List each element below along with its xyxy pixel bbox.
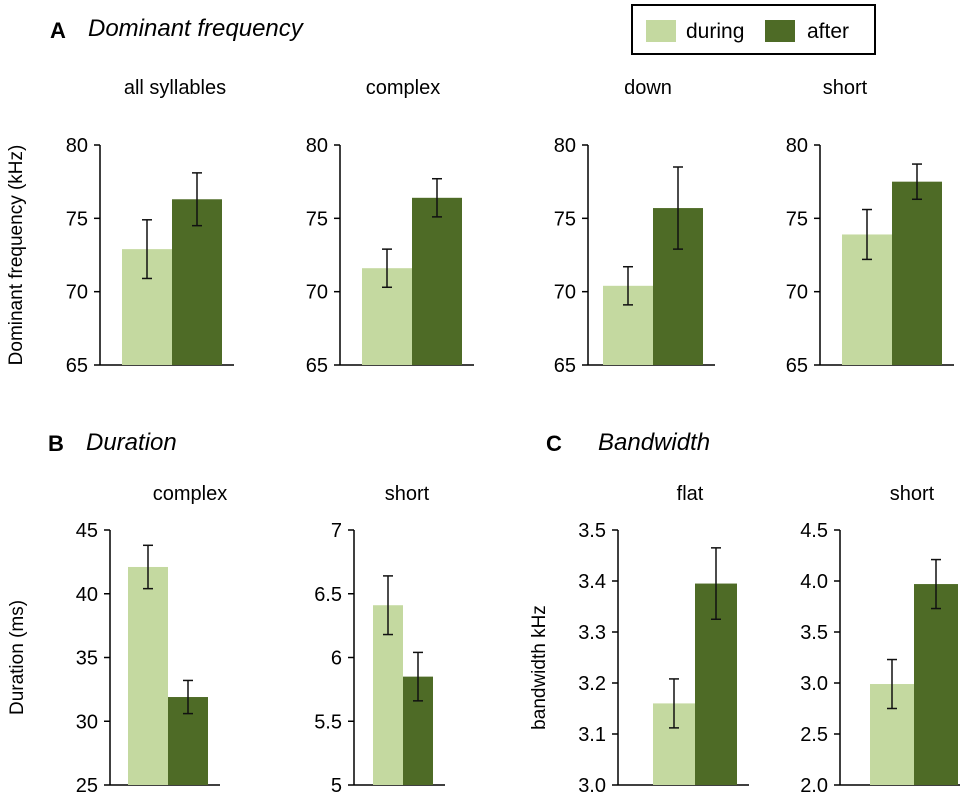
panel-title: down: [624, 77, 672, 99]
chart-panel: down 65 70 75 80: [554, 77, 715, 377]
chart-panel: flat 3.0 3.1 3.2 3.3 3.4 3.5 bandwidth kHz: [529, 483, 749, 797]
error-bar-after: [912, 163, 922, 201]
error-bar-during: [887, 658, 897, 710]
chart-panel: complex 25 30 35 40 45 Duration (ms): [7, 483, 227, 797]
y-tick-label: 3.4: [578, 571, 606, 593]
panel-title: short: [890, 483, 935, 505]
y-axis-label: Duration (ms): [7, 600, 28, 715]
y-tick-label: 75: [66, 208, 88, 230]
y-tick-label: 4.5: [800, 520, 828, 542]
legend-label-after: after: [807, 20, 849, 43]
chart-panel: short 2.0 2.5 3.0 3.5 4.0 4.5: [800, 483, 960, 797]
y-tick-label: 45: [76, 520, 98, 542]
section-b-header: B Duration: [48, 429, 177, 456]
y-tick-label: 6.5: [314, 584, 342, 606]
y-tick-label: 5: [331, 775, 342, 797]
y-tick-label: 40: [76, 584, 98, 606]
y-tick-label: 80: [66, 135, 88, 157]
panel-title: complex: [153, 483, 227, 505]
y-axis-label: bandwidth kHz: [529, 605, 550, 730]
y-tick-label: 65: [554, 355, 576, 377]
y-tick-label: 30: [76, 711, 98, 733]
bar-after: [172, 199, 222, 365]
chart-panel: short 5 5.5 6 6.5 7: [314, 483, 445, 797]
error-bar-during: [862, 208, 872, 261]
panel-title: short: [823, 77, 868, 99]
y-tick-label: 3.0: [578, 775, 606, 797]
error-bar-during: [383, 575, 393, 636]
bar-after: [892, 181, 942, 365]
error-bar-after: [931, 558, 941, 610]
section-c-letter: C: [546, 431, 562, 456]
y-tick-label: 70: [786, 282, 808, 304]
legend-label-during: during: [686, 20, 744, 43]
y-tick-label: 75: [306, 208, 328, 230]
y-tick-label: 65: [66, 355, 88, 377]
error-bar-after: [183, 679, 193, 715]
y-tick-label: 3.0: [800, 673, 828, 695]
y-tick-label: 2.0: [800, 775, 828, 797]
section-b-letter: B: [48, 431, 64, 456]
y-tick-label: 3.3: [578, 622, 606, 644]
y-tick-label: 25: [76, 775, 98, 797]
error-bar-after: [673, 166, 683, 250]
y-tick-label: 75: [554, 208, 576, 230]
section-c-title: Bandwidth: [598, 429, 710, 456]
y-tick-label: 2.5: [800, 724, 828, 746]
panel-title: flat: [677, 483, 704, 505]
panel-title: complex: [366, 77, 440, 99]
error-bar-during: [142, 219, 152, 280]
y-tick-label: 3.2: [578, 673, 606, 695]
y-axis-label: Dominant frequency (kHz): [6, 145, 27, 366]
y-tick-label: 80: [786, 135, 808, 157]
y-tick-label: 3.5: [800, 622, 828, 644]
y-tick-label: 65: [306, 355, 328, 377]
y-tick-label: 4.0: [800, 571, 828, 593]
panel-title: short: [385, 483, 430, 505]
y-tick-label: 35: [76, 648, 98, 670]
error-bar-during: [669, 678, 679, 729]
bar-after: [914, 584, 958, 785]
legend-swatch-after: [765, 20, 795, 42]
chart-panel: short 65 70 75 80: [786, 77, 954, 377]
error-bar-during: [382, 248, 392, 289]
section-a-header: A Dominant frequency: [50, 15, 305, 43]
panel-title: all syllables: [124, 77, 226, 99]
y-tick-label: 80: [306, 135, 328, 157]
legend: during after: [631, 4, 876, 55]
y-tick-label: 5.5: [314, 711, 342, 733]
error-bar-during: [623, 265, 633, 306]
y-tick-label: 7: [331, 520, 342, 542]
bar-after: [412, 197, 462, 365]
section-a-letter: A: [50, 18, 66, 43]
y-tick-label: 80: [554, 135, 576, 157]
y-tick-label: 65: [786, 355, 808, 377]
chart-panel: complex 65 70 75 80: [306, 77, 474, 377]
chart-panel: all syllables 65 70 75 80 Dominant frequency …: [6, 77, 234, 377]
section-a-title: Dominant frequency: [88, 15, 305, 42]
error-bar-after: [192, 172, 202, 227]
error-bar-after: [711, 547, 721, 620]
y-tick-label: 70: [66, 282, 88, 304]
legend-swatch-during: [646, 20, 676, 42]
error-bar-during: [143, 544, 153, 590]
y-tick-label: 3.5: [578, 520, 606, 542]
section-c-header: C Bandwidth: [546, 429, 710, 456]
y-tick-label: 6: [331, 648, 342, 670]
y-tick-label: 70: [554, 282, 576, 304]
error-bar-after: [432, 177, 442, 218]
error-bar-after: [413, 651, 423, 702]
section-b-title: Duration: [86, 429, 177, 456]
y-tick-label: 75: [786, 208, 808, 230]
bar-during: [128, 566, 168, 785]
y-tick-label: 3.1: [578, 724, 606, 746]
y-tick-label: 70: [306, 282, 328, 304]
